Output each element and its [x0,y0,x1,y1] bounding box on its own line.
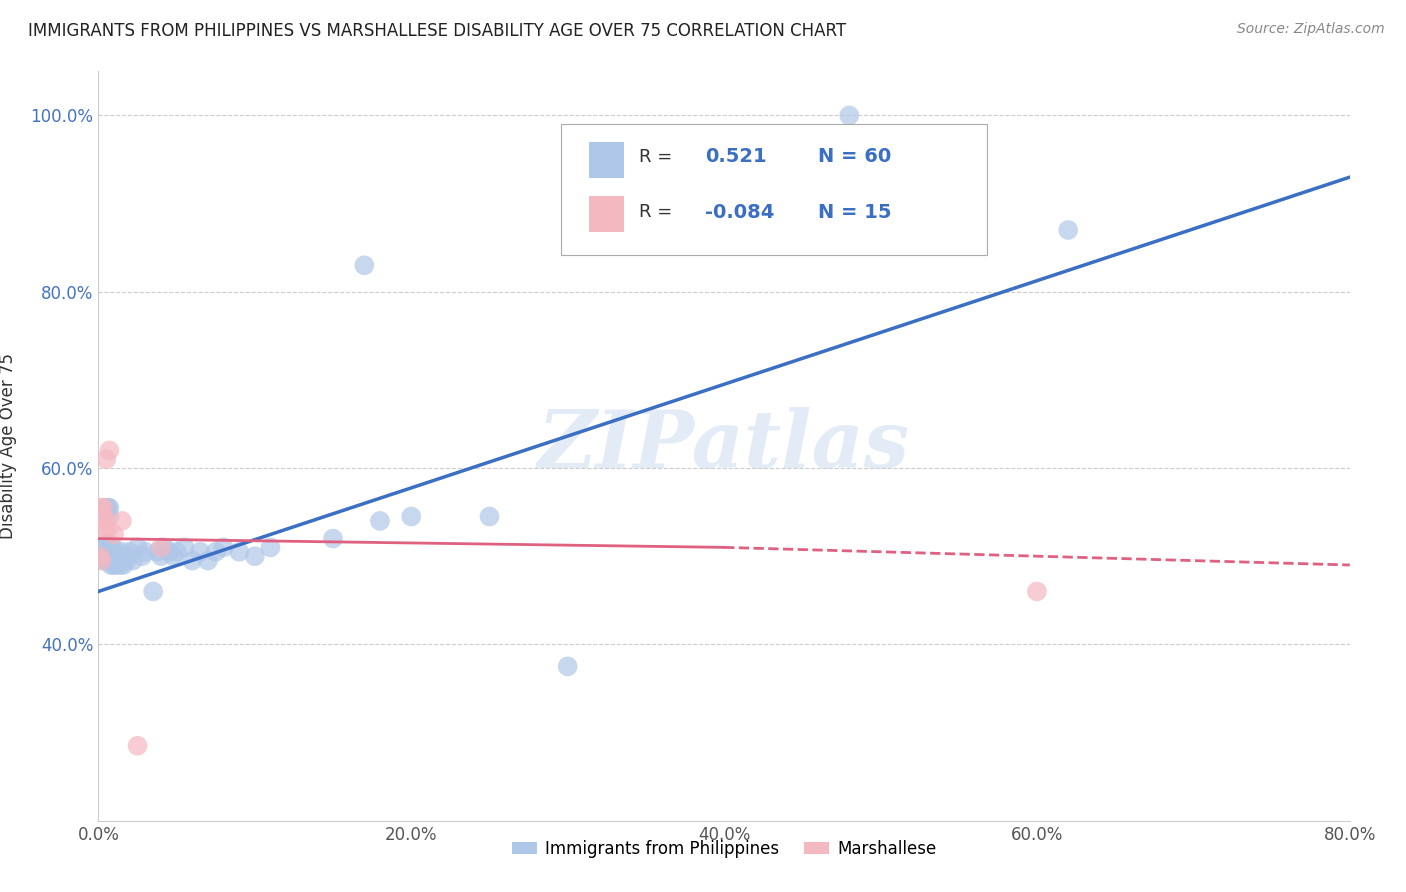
Point [97,500,120,515]
Text: R =: R = [638,148,672,166]
Point [96,541,118,555]
Point [107,549,129,564]
Text: ZIPatlas: ZIPatlas [538,408,910,484]
Point [557,659,579,673]
Point [150,549,173,564]
Point [228,545,250,559]
Point [93,523,115,537]
Point [162,549,184,564]
Point [91,553,114,567]
Point [157,545,180,559]
Point [89,549,111,564]
Point [114,549,136,564]
Legend: Immigrants from Philippines, Marshallese: Immigrants from Philippines, Marshallese [505,833,943,864]
Point [478,509,501,524]
Point [91,549,114,564]
Point [97,536,120,550]
Text: -0.084: -0.084 [706,202,775,222]
Point [322,532,344,546]
Text: N = 60: N = 60 [818,147,891,166]
Point [197,553,219,567]
FancyBboxPatch shape [589,196,624,233]
Point [93,549,115,564]
Point [101,549,124,564]
Point [105,553,128,567]
Text: 0.521: 0.521 [706,147,766,166]
Point [98,500,121,515]
Point [96,553,118,567]
Point [181,553,204,567]
Point [103,527,125,541]
FancyBboxPatch shape [561,124,987,255]
Point [90,553,112,567]
Point [150,541,173,555]
Point [368,514,391,528]
Point [188,545,211,559]
FancyBboxPatch shape [589,142,624,178]
Text: Source: ZipAtlas.com: Source: ZipAtlas.com [1237,22,1385,37]
Point [173,541,195,555]
Point [90,500,112,515]
Point [90,549,112,564]
Point [98,443,121,458]
Point [91,545,114,559]
Point [111,553,134,567]
Point [204,545,226,559]
Point [98,509,121,524]
Point [100,558,122,572]
Point [142,584,165,599]
Point [104,558,127,572]
Point [111,514,134,528]
Point [100,545,122,559]
Point [101,541,124,555]
Point [110,558,132,572]
Point [121,553,143,567]
Point [91,509,114,524]
Point [1057,223,1080,237]
Point [103,545,125,559]
Point [98,549,121,564]
Point [111,545,134,559]
Point [166,545,188,559]
Point [96,500,118,515]
Point [127,541,149,555]
Point [1026,584,1049,599]
Point [401,509,423,524]
Point [112,558,135,572]
Point [134,545,156,559]
Point [90,541,112,555]
Point [243,549,266,564]
Point [115,553,138,567]
Point [103,558,125,572]
Point [91,500,114,515]
Point [153,541,176,555]
Point [96,452,118,467]
Point [97,523,120,537]
Point [838,108,860,122]
Point [93,541,115,555]
Point [127,739,149,753]
Y-axis label: Disability Age Over 75: Disability Age Over 75 [0,353,17,539]
Point [89,549,111,564]
Text: IMMIGRANTS FROM PHILIPPINES VS MARSHALLESE DISABILITY AGE OVER 75 CORRELATION CH: IMMIGRANTS FROM PHILIPPINES VS MARSHALLE… [28,22,846,40]
Point [96,514,118,528]
Text: N = 15: N = 15 [818,202,891,222]
Point [259,541,281,555]
Point [212,541,235,555]
Point [131,549,153,564]
Point [118,545,141,559]
Point [353,258,375,272]
Point [146,545,169,559]
Text: R =: R = [638,203,672,221]
